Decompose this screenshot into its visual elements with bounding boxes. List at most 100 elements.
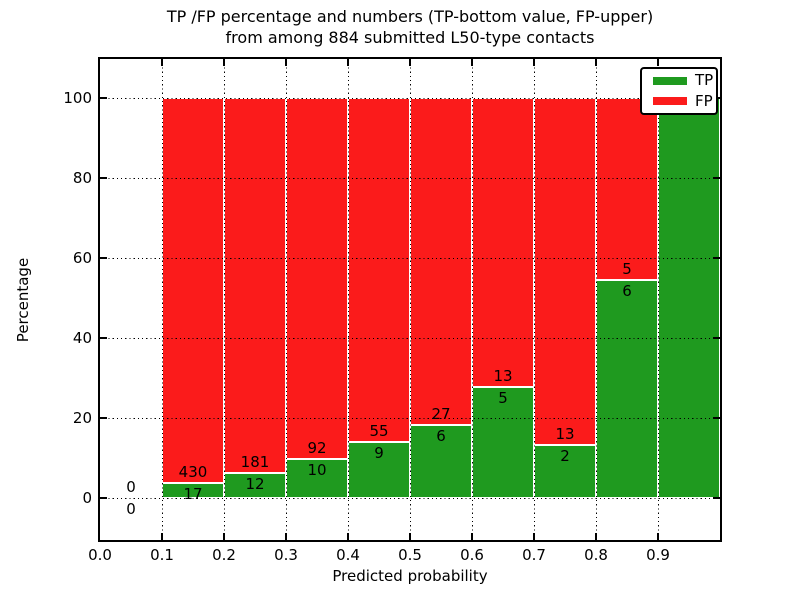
x-tick-label: 0.7 (522, 546, 546, 564)
bar-segment-fp (348, 98, 410, 442)
x-tick-mark (223, 59, 225, 66)
bar-label-fp-count: 181 (240, 453, 270, 472)
bar-segment-fp (410, 98, 472, 426)
bar-label-tp-count: 9 (374, 443, 384, 462)
bar-label-fp-count: 27 (431, 405, 451, 424)
x-tick-mark (347, 533, 349, 540)
bar-segment-tp (224, 473, 286, 498)
chart-title-line-2: from among 884 submitted L50-type contac… (225, 28, 595, 47)
x-tick-mark (223, 533, 225, 540)
x-tick-label: 0.1 (150, 546, 174, 564)
gridline-vertical (285, 59, 287, 540)
gridline-horizontal (100, 257, 720, 259)
gridline-vertical (347, 59, 349, 540)
y-tick-label: 100 (63, 89, 92, 107)
gridline-vertical (657, 59, 659, 540)
x-tick-mark (533, 59, 535, 66)
bar-segment-tp (348, 441, 410, 498)
x-tick-mark (285, 59, 287, 66)
bar-label-tp-count: 17 (183, 484, 203, 503)
plot-area: 00430171811292105592761351325601 (98, 57, 722, 542)
x-tick-label: 0.8 (584, 546, 608, 564)
bar-segment-tp (658, 98, 720, 498)
x-tick-mark (285, 533, 287, 540)
bar-label-fp-count: 55 (369, 421, 389, 440)
bar-label-tp-count: 6 (436, 427, 446, 446)
bar-segment-tp (410, 425, 472, 498)
x-tick-mark (409, 533, 411, 540)
y-tick-mark (713, 497, 720, 499)
gridline-vertical (161, 59, 163, 540)
x-tick-mark (161, 533, 163, 540)
y-tick-mark (713, 177, 720, 179)
gridline-vertical (471, 59, 473, 540)
gridline-vertical (595, 59, 597, 540)
bar-label-fp-count: 13 (493, 366, 513, 385)
y-tick-label: 80 (72, 169, 92, 187)
bar-segment-fp (472, 98, 534, 387)
gridline-horizontal (100, 497, 720, 499)
y-tick-mark (100, 497, 107, 499)
bar-label-tp-count: 12 (245, 475, 265, 494)
bar-segment-fp (596, 98, 658, 280)
legend-swatch-tp-icon (653, 76, 687, 85)
gridline-horizontal (100, 97, 720, 99)
x-tick-label: 0.6 (460, 546, 484, 564)
gridline-vertical (223, 59, 225, 540)
gridline-vertical (409, 59, 411, 540)
bar-label-tp-count: 2 (560, 446, 570, 465)
y-tick-label: 40 (72, 329, 92, 347)
bar-segment-fp (224, 98, 286, 474)
x-tick-label: 0.4 (336, 546, 360, 564)
bar-label-fp-count: 92 (307, 438, 327, 457)
y-tick-mark (713, 337, 720, 339)
bar-label-tp-count: 10 (307, 460, 327, 479)
bar-label-fp-count: 13 (555, 424, 575, 443)
legend-item-fp: FP (642, 92, 716, 110)
y-axis-title: Percentage (14, 257, 32, 343)
legend-swatch-fp-icon (653, 97, 687, 106)
x-tick-mark (657, 533, 659, 540)
bar-label-fp-count: 5 (622, 259, 632, 278)
x-tick-label: 0.9 (646, 546, 670, 564)
y-tick-mark (100, 97, 107, 99)
bar-segment-fp (286, 98, 348, 459)
legend-item-tp: TP (642, 72, 716, 89)
x-tick-label: 0.2 (212, 546, 236, 564)
bar-segment-tp (286, 458, 348, 498)
y-tick-label: 0 (82, 489, 92, 507)
x-tick-mark (161, 59, 163, 66)
x-tick-label: 0.5 (398, 546, 422, 564)
bar-label-fp-count: 0 (126, 478, 136, 496)
y-tick-mark (100, 257, 107, 259)
gridline-horizontal (100, 417, 720, 419)
gridline-horizontal (100, 337, 720, 339)
x-tick-mark (471, 533, 473, 540)
y-tick-label: 20 (72, 409, 92, 427)
x-tick-mark (595, 59, 597, 66)
y-tick-mark (100, 337, 107, 339)
y-tick-label: 60 (72, 249, 92, 267)
y-tick-mark (713, 417, 720, 419)
x-tick-mark (347, 59, 349, 66)
x-tick-mark (409, 59, 411, 66)
x-tick-label: 0.0 (88, 546, 112, 564)
legend-label-tp: TP (695, 71, 714, 90)
bar-label-fp-count: 430 (178, 462, 208, 481)
x-axis-title: Predicted probability (332, 567, 488, 585)
gridline-vertical (533, 59, 535, 540)
y-tick-mark (100, 417, 107, 419)
x-tick-label: 0.3 (274, 546, 298, 564)
bar-label-tp-count: 0 (126, 500, 136, 518)
bar-label-tp-count: 5 (498, 388, 508, 407)
chart-title-line-1: TP /FP percentage and numbers (TP-bottom… (166, 7, 654, 26)
legend: TP FP (640, 67, 718, 115)
x-tick-mark (533, 533, 535, 540)
x-tick-mark (657, 59, 659, 66)
bar-segment-tp (596, 279, 658, 498)
bar-label-tp-count: 6 (622, 281, 632, 300)
x-tick-mark (595, 533, 597, 540)
y-tick-mark (100, 177, 107, 179)
y-tick-mark (713, 257, 720, 259)
